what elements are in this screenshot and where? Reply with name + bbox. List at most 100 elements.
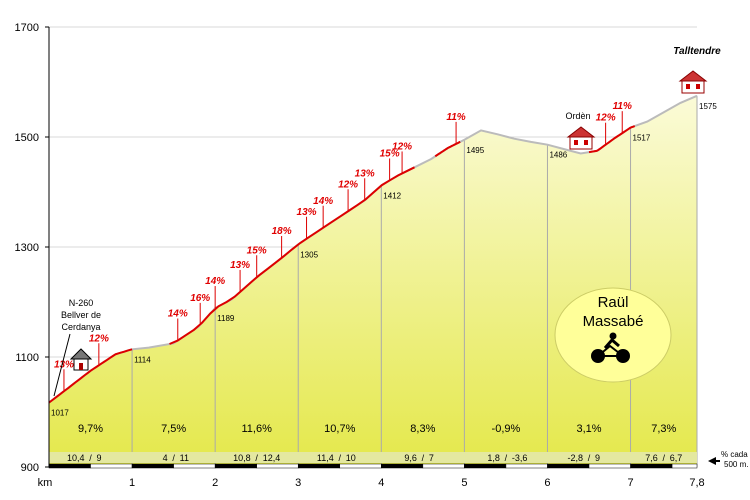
elevation-label: 1517: [633, 134, 651, 143]
segment-min-value: 9: [97, 453, 102, 463]
legend-line-1: % cada: [721, 450, 748, 459]
profile-steep-segment: [169, 166, 415, 345]
elevation-label: 1412: [383, 191, 401, 200]
km-ruler-block: [505, 463, 548, 469]
segment-max-value: -2,8: [567, 453, 583, 463]
gradient-label: 13%: [297, 207, 317, 218]
segment-max-value: 11,4: [317, 453, 334, 463]
km-ruler-block: [588, 463, 631, 469]
km-ruler-block: [630, 463, 673, 469]
profile-steep-segment: [588, 125, 636, 154]
segment-max-value: 10,8: [233, 453, 251, 463]
legend-arrow-icon: [708, 457, 716, 465]
gradient-label: 11%: [613, 101, 632, 112]
elevation-label: 1305: [300, 250, 318, 259]
elevation-label: 1017: [51, 409, 69, 418]
segment-band-bg: [49, 452, 697, 463]
orden-label: Ordèn: [565, 111, 590, 121]
road-line-3: Cerdanya: [61, 322, 100, 332]
km-ruler-block: [48, 463, 91, 469]
segment-separator: /: [588, 453, 591, 463]
segment-avg-label: 3,1%: [576, 423, 601, 435]
km-ruler-block: [90, 463, 133, 469]
km-ruler-block: [173, 463, 216, 469]
author-badge: Raül Massabé: [554, 287, 672, 383]
x-tick-label: 2: [212, 477, 218, 489]
x-tick-label: 3: [295, 477, 301, 489]
segment-separator: /: [339, 453, 342, 463]
legend-note: % cada 500 m.: [708, 450, 748, 469]
gradient-label: 15%: [380, 148, 400, 159]
km-ruler-block: [297, 463, 341, 469]
segment-avg-label: 9,7%: [78, 423, 103, 435]
profile-line: [48, 94, 698, 404]
km-ruler-block: [422, 463, 465, 469]
x-tick-label: 7: [627, 477, 633, 489]
segment-max-value: 9,6: [404, 453, 417, 463]
gradient-label: 13%: [230, 260, 250, 271]
y-tick-label: 900: [21, 462, 39, 474]
elevation-label: 1189: [217, 314, 235, 323]
segment-max-value: 7,6: [645, 453, 658, 463]
gradient-label: 14%: [168, 309, 188, 320]
gradient-label: 15%: [247, 245, 267, 256]
x-axis-label: km: [38, 477, 53, 489]
gradient-label: 12%: [89, 333, 109, 344]
author-name-1: Raül: [598, 294, 629, 311]
gradient-label: 12%: [392, 141, 412, 152]
segment-min-value: 11: [180, 453, 189, 463]
legend-line-2: 500 m.: [724, 460, 748, 469]
km-ruler-block: [131, 463, 174, 469]
x-tick-label: 6: [544, 477, 550, 489]
gradient-label: 14%: [205, 276, 225, 287]
profile-area: [49, 95, 697, 468]
gradient-label: 16%: [190, 293, 210, 304]
gradient-markers: 13%12%14%16%14%13%15%18%13%14%12%13%15%1…: [54, 101, 632, 392]
segment-avg-label: 7,3%: [651, 423, 676, 435]
gradient-label: 18%: [272, 226, 292, 237]
y-tick-label: 1300: [15, 242, 39, 254]
segment-separator: /: [422, 453, 425, 463]
segment-min-value: 9: [595, 453, 600, 463]
profile-fill: [49, 95, 697, 468]
km-ruler-block: [464, 463, 507, 469]
road-line-2: Bellver de: [61, 310, 101, 320]
x-tick-label: 5: [461, 477, 467, 489]
gradient-label: 14%: [313, 196, 333, 207]
segment-avg-label: -0,9%: [492, 423, 521, 435]
segment-separator: /: [172, 453, 175, 463]
axes: 1700 1500 1300 1100 900 km 1 2 3 4 5 6 7 7,8: [15, 22, 705, 489]
profile-steep-segment: [48, 348, 133, 404]
segment-max-value: 4: [163, 453, 168, 463]
profile-steep-segment: [434, 140, 461, 158]
author-name-2: Massabé: [583, 313, 644, 330]
km-ruler-block: [214, 463, 257, 469]
gradient-label: 13%: [355, 168, 375, 179]
elevation-label: 1114: [134, 355, 151, 364]
segment-max-value: 1,8: [487, 453, 500, 463]
gradient-label: 12%: [596, 113, 616, 124]
segment-separator: /: [89, 453, 92, 463]
segment-separator: /: [505, 453, 508, 463]
gradient-label: 11%: [446, 112, 465, 123]
gradient-label: 12%: [338, 179, 358, 190]
segment-avg-label: 11,6%: [242, 423, 273, 435]
km-lines: [131, 95, 698, 467]
km-ruler-block: [339, 463, 382, 469]
y-tick-label: 1100: [15, 352, 39, 364]
segment-min-value: 7: [429, 453, 434, 463]
annotations: N-260 Bellver de Cerdanya Ordèn Talltend…: [53, 46, 748, 469]
start-road-label: N-260 Bellver de Cerdanya: [53, 298, 101, 397]
elevation-labels: 1017 1114 1189 1305 1412 1495 1486 1517 1575: [51, 102, 717, 418]
elevation-label: 1575: [699, 102, 717, 111]
cyclist-icon: [591, 332, 630, 363]
village-icon-orden: [566, 126, 596, 150]
segment-min-value: 6,7: [670, 453, 683, 463]
segment-min-value: 10: [346, 453, 356, 463]
x-tick-label: 1: [129, 477, 135, 489]
destination-label: Talltendre: [673, 46, 721, 57]
x-tick-label: 7,8: [689, 477, 704, 489]
house-icon: [69, 348, 93, 371]
segment-avg-label: 10,7%: [324, 423, 355, 435]
